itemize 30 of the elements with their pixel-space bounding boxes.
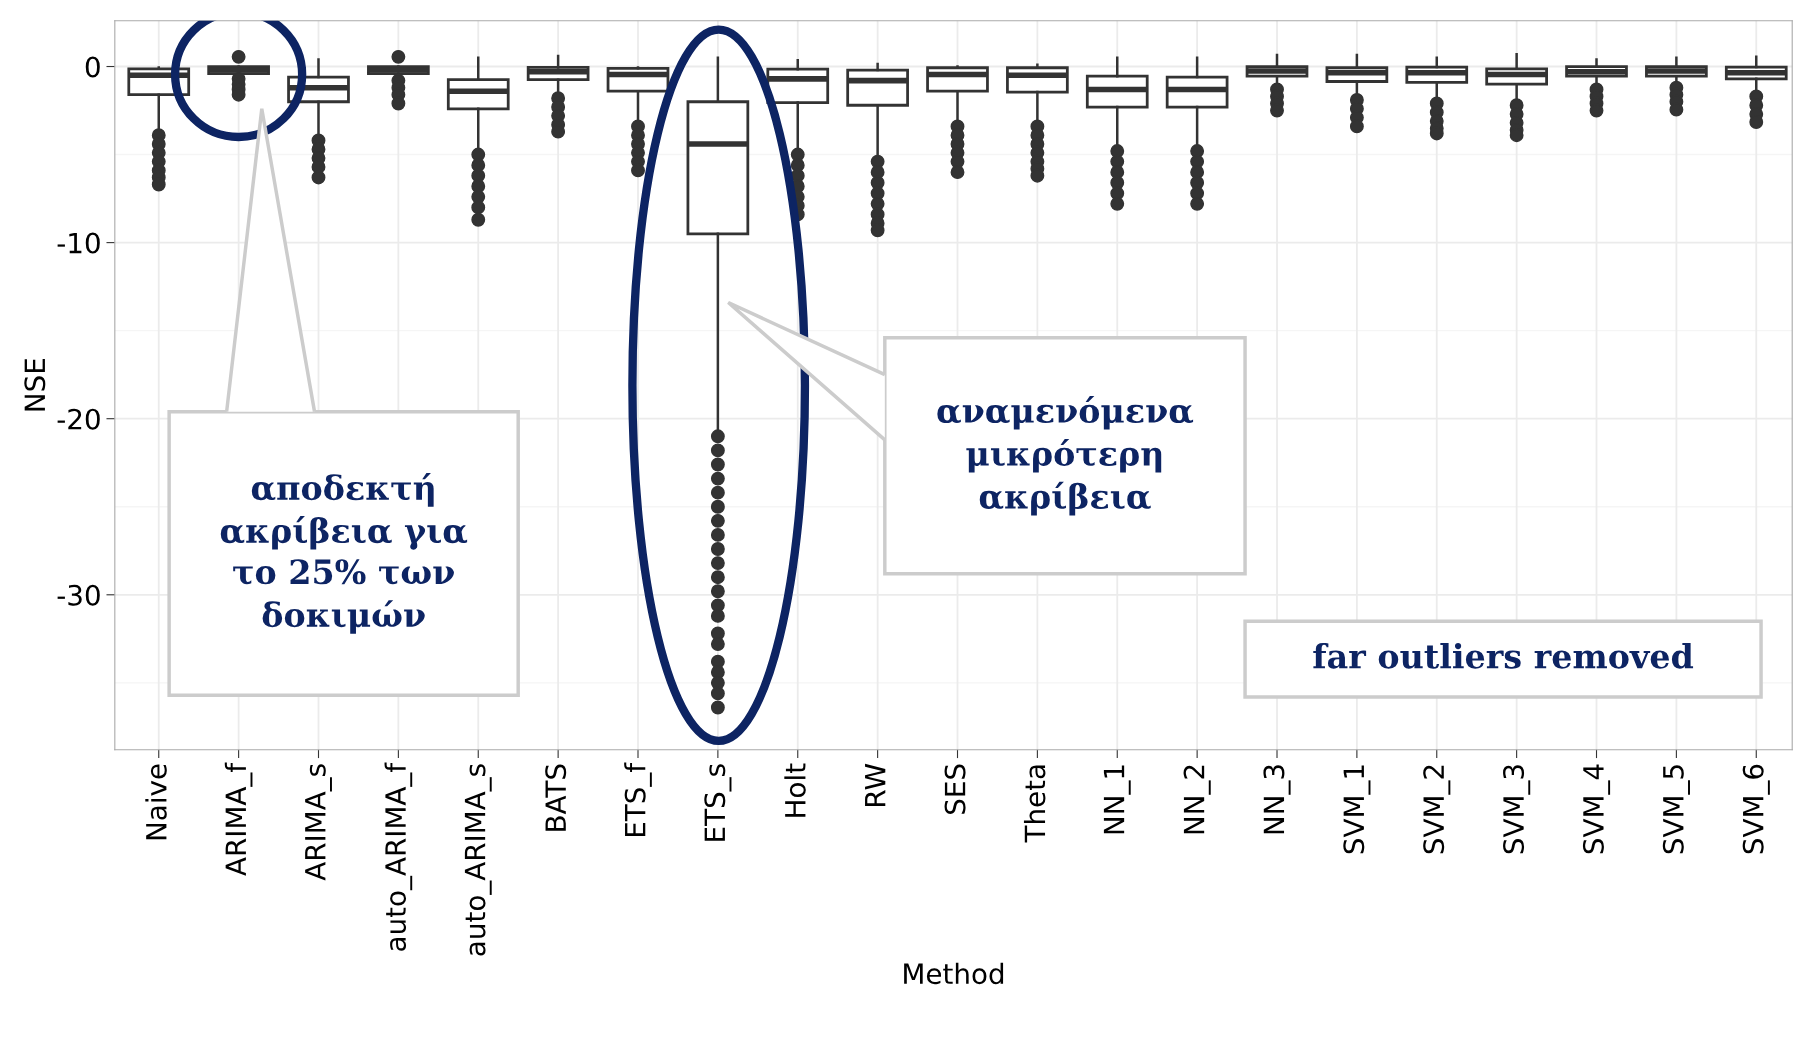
annotation: αποδεκτή ακρίβεια για το 25% των δοκιμών [220,473,468,634]
x-tick-label: ETS_s [704,764,732,841]
x-tick-label: SES [944,764,966,814]
x-tick-label: RW [865,763,886,806]
x-tick-label: SVM_6 [1742,764,1770,854]
x-tick-label: NN_1 [1103,765,1131,834]
y-tick-label: -30 [57,584,100,606]
x-tick-label: auto_ARIMA_s [464,764,492,956]
x-tick-label: SVM_4 [1582,764,1611,854]
x-tick-label: NN_3 [1263,765,1291,834]
y-tick-label: 0 [85,56,100,78]
y-tick-label: -10 [57,232,100,254]
x-tick-label: SVM_5 [1662,765,1690,854]
x-tick-label: Naive [145,764,167,840]
x-tick-label: Holt [784,763,806,817]
x-tick-label: SVM_2 [1423,765,1451,854]
x-tick-label: SVM_1 [1343,765,1371,854]
x-tick-label: BATS [545,764,567,831]
x-tick-label: ARIMA_f [224,762,253,876]
x-tick-label: auto_ARIMA_f [384,762,413,951]
x-tick-label: ARIMA_s [305,764,332,881]
x-axis-title: Method [904,962,1004,985]
annotation: far outliers removed [1313,642,1694,669]
x-tick-label: ETS_f [624,762,652,837]
x-tick-label: SVM_3 [1503,765,1531,854]
x-tick-label: NN_2 [1183,765,1211,834]
annotation: αναμενόμενα μικρότερη ακρίβεια [937,395,1194,516]
y-tick-label: -20 [57,408,100,430]
y-axis-title: NSE [24,359,46,411]
x-tick-label: Theta [1023,765,1046,843]
